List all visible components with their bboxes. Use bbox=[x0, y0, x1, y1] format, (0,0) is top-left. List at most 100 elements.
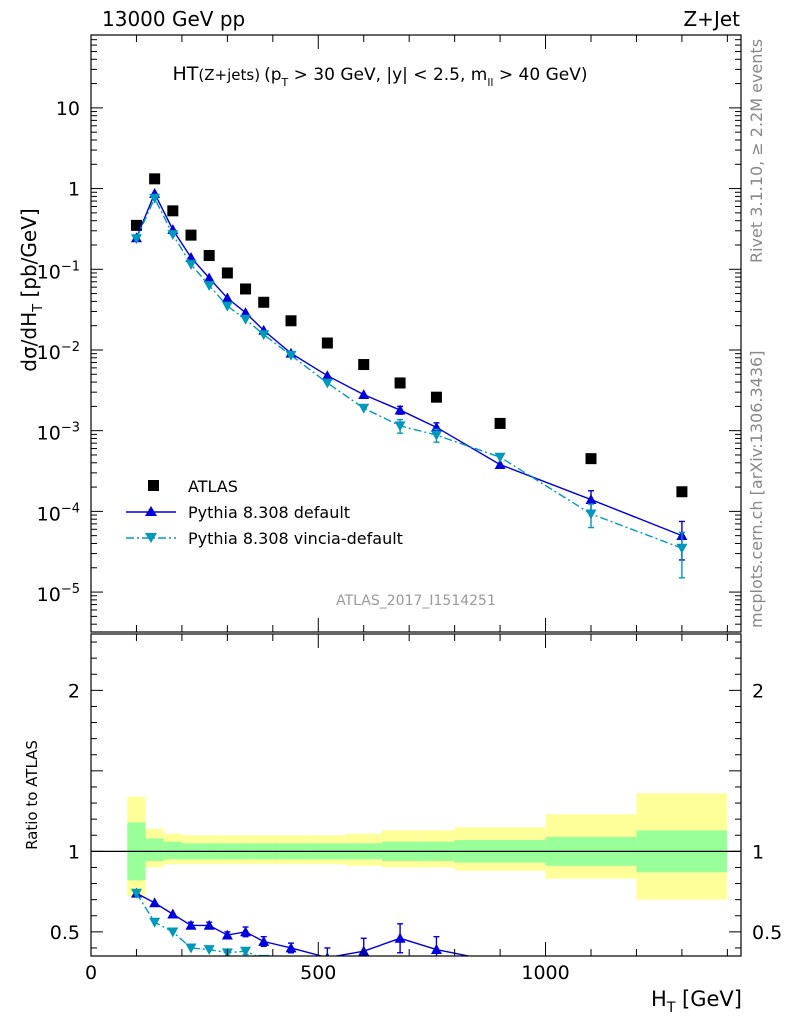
data-point-atlas bbox=[358, 359, 370, 371]
ratio-point-pythia bbox=[586, 959, 597, 969]
ratio-frame bbox=[90, 633, 742, 957]
ratio-point-pythia bbox=[394, 932, 406, 943]
ratio-y-tick-label-right: 1 bbox=[752, 841, 764, 863]
data-point-vincia bbox=[221, 301, 233, 312]
ratio-point-vincia bbox=[431, 960, 442, 970]
data-point-vincia bbox=[585, 509, 597, 520]
y-tick-base: 10 bbox=[37, 423, 61, 445]
data-point-atlas bbox=[149, 173, 161, 185]
legend-label-pythia: Pythia 8.308 default bbox=[188, 503, 350, 522]
ratio-point-pythia bbox=[285, 942, 297, 953]
mcplots-label: mcplots.cern.ch [arXiv:1306.3436] bbox=[747, 351, 766, 628]
title-cuts-c: > 40 GeV) bbox=[494, 65, 588, 85]
ratio-line-vincia bbox=[135, 892, 259, 956]
ratio-point-pythia bbox=[185, 919, 197, 930]
ratio-point-pythia bbox=[325, 952, 330, 956]
data-point-vincia bbox=[358, 403, 370, 414]
xlabel-sub: T bbox=[666, 1000, 676, 1016]
ratio-point-pythia bbox=[149, 897, 161, 908]
data-point-vincia bbox=[430, 430, 442, 441]
header-right: Z+Jet bbox=[683, 7, 740, 31]
series-line-pythia bbox=[135, 191, 683, 537]
ylabel-main: dσ/dH bbox=[17, 312, 41, 372]
title-cuts-a-sub: T bbox=[281, 76, 289, 89]
data-point-pythia bbox=[321, 370, 333, 381]
ratio-point-vincia bbox=[149, 917, 161, 928]
xlabel-main: H bbox=[651, 987, 667, 1011]
data-point-pythia bbox=[585, 494, 597, 504]
ratio-point-vincia bbox=[240, 946, 252, 956]
xlabel-unit: [GeV] bbox=[675, 987, 742, 1011]
legend-marker-pythia bbox=[145, 506, 157, 516]
legend-label-vincia: Pythia 8.308 vincia-default bbox=[188, 529, 403, 548]
data-point-pythia bbox=[221, 292, 233, 303]
y-tick-label: 10−2 bbox=[37, 340, 80, 364]
title-cuts-b: > 30 GeV, |y| < 2.5, m bbox=[288, 65, 487, 85]
data-point-pythia bbox=[494, 459, 506, 469]
legend-marker-atlas bbox=[148, 480, 159, 491]
ratio-band-inner bbox=[163, 841, 182, 860]
ratio-y-tick-label-right: 0.5 bbox=[752, 922, 782, 944]
ratio-point-vincia bbox=[167, 927, 179, 938]
x-tick-label: 500 bbox=[300, 962, 336, 984]
analysis-watermark: ATLAS_2017_I1514251 bbox=[336, 593, 496, 609]
ratio-line-pythia bbox=[136, 892, 472, 956]
legend: ATLAS Pythia 8.308 default Pythia 8.308 … bbox=[126, 477, 403, 548]
ratio-point-vincia bbox=[586, 963, 597, 973]
data-point-vincia bbox=[394, 421, 406, 432]
ratio-point-vincia bbox=[203, 945, 215, 956]
main-plot-area bbox=[130, 173, 688, 579]
y-tick-exponent: −4 bbox=[61, 501, 80, 516]
data-point-pythia bbox=[240, 307, 252, 318]
y-tick-label: 10 bbox=[56, 98, 80, 120]
title-main: HT bbox=[173, 63, 199, 85]
title-sub: (Z+jets) bbox=[198, 66, 260, 84]
header-left: 13000 GeV pp bbox=[102, 7, 245, 31]
y-tick-label: 10−3 bbox=[37, 421, 80, 445]
ratio-plot-area bbox=[91, 793, 741, 974]
series-line-vincia bbox=[135, 196, 683, 549]
ratio-point-vincia bbox=[395, 960, 406, 970]
y-tick-base: 10 bbox=[37, 261, 61, 283]
ratio-band-inner bbox=[145, 838, 164, 862]
legend-label-atlas: ATLAS bbox=[188, 477, 238, 496]
data-point-vincia bbox=[285, 350, 297, 361]
data-point-pythia bbox=[203, 272, 215, 283]
ratio-y-tick-label-right: 2 bbox=[752, 680, 764, 702]
data-point-atlas bbox=[185, 229, 197, 241]
ratio-point-pythia bbox=[167, 908, 179, 919]
ratio-y-ticks: 0.5 0.5 1 1 2 2 bbox=[50, 641, 782, 949]
ratio-y-tick-label: 1 bbox=[68, 841, 80, 863]
y-tick-exponent: −1 bbox=[61, 259, 80, 274]
ratio-panel: 0.5 0.5 1 1 2 2 0 500 1000 Ratio to ATLAS bbox=[23, 633, 782, 984]
ratio-x-ticks: 0 500 1000 bbox=[85, 634, 728, 984]
data-point-vincia bbox=[676, 543, 688, 554]
main-frame bbox=[90, 34, 742, 633]
data-point-atlas bbox=[321, 337, 333, 349]
title-cuts-b-sub: ll bbox=[487, 76, 493, 89]
x-tick-label: 1000 bbox=[521, 962, 569, 984]
y-tick-base: 10 bbox=[37, 342, 61, 364]
data-point-atlas bbox=[494, 417, 506, 429]
data-point-atlas bbox=[430, 391, 442, 403]
ratio-point-vincia bbox=[676, 964, 687, 974]
data-point-pythia bbox=[358, 389, 370, 399]
main-x-ticks bbox=[90, 35, 728, 632]
ratio-y-tick-label: 2 bbox=[68, 680, 80, 702]
main-ylabel: dσ/dHT [pb/GeV] bbox=[17, 208, 46, 371]
data-point-vincia bbox=[185, 259, 197, 270]
y-tick-exponent: −3 bbox=[61, 421, 80, 436]
data-point-atlas bbox=[167, 205, 179, 217]
data-point-vincia bbox=[149, 193, 161, 204]
ratio-y-tick-label: 0.5 bbox=[50, 922, 80, 944]
ylabel-unit: [pb/GeV] bbox=[17, 208, 41, 304]
ratio-ylabel: Ratio to ATLAS bbox=[23, 740, 41, 850]
ratio-point-vincia bbox=[286, 956, 297, 966]
y-tick-base: 10 bbox=[37, 503, 61, 525]
ratio-point-vincia bbox=[130, 888, 142, 899]
ratio-point-vincia bbox=[358, 961, 369, 971]
ratio-point-pythia bbox=[495, 957, 506, 967]
